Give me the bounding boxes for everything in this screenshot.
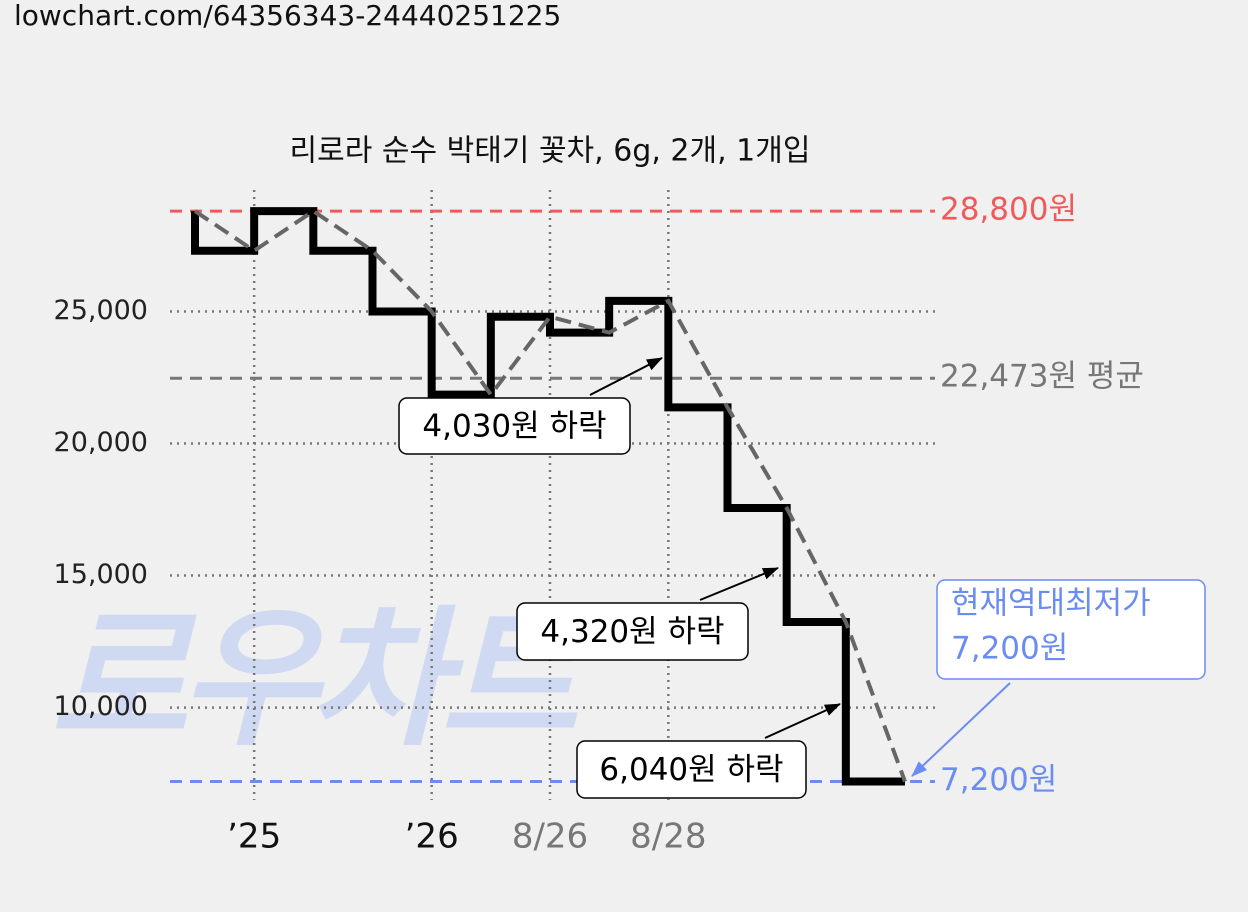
x-tick-label: ’26 <box>405 817 459 857</box>
annotation-box <box>936 579 1206 680</box>
x-tick-label: 8/28 <box>630 817 706 857</box>
chart-title: 리로라 순수 박태기 꽃차, 6g, 2개, 1개입 <box>290 134 811 169</box>
x-tick-label: ’25 <box>227 817 281 857</box>
x-tick-label: 8/26 <box>512 817 588 857</box>
annotation-box <box>516 602 749 661</box>
y-tick-label: 10,000 <box>54 691 148 722</box>
annotation-text: 7,200원 <box>951 631 1068 667</box>
annotation-text: 4,320원 하락 <box>540 614 724 650</box>
url: lowchart.com/64356343-24440251225 <box>14 0 561 32</box>
annotation-box <box>398 397 631 455</box>
annotation-box <box>576 740 807 799</box>
y-tick-label: 25,000 <box>54 295 148 326</box>
annotation-arrow <box>589 357 663 396</box>
annotation-arrow <box>699 567 779 601</box>
annotation-text: 6,040원 하락 <box>599 752 783 788</box>
watermark: 로우차트 <box>50 593 587 767</box>
annotation-text: 4,030원 하락 <box>422 409 606 445</box>
annotation-arrow <box>764 703 841 739</box>
y-tick-label: 20,000 <box>54 427 148 458</box>
annotation-text: 현재역대최저가 <box>951 586 1151 622</box>
reference-label: 7,200원 <box>940 762 1057 798</box>
annotation-arrow <box>911 682 1011 777</box>
trend-line <box>193 208 907 783</box>
y-tick-label: 15,000 <box>54 559 148 590</box>
reference-label: 28,800원 <box>940 192 1077 228</box>
reference-label: 22,473원 평균 <box>940 359 1144 395</box>
